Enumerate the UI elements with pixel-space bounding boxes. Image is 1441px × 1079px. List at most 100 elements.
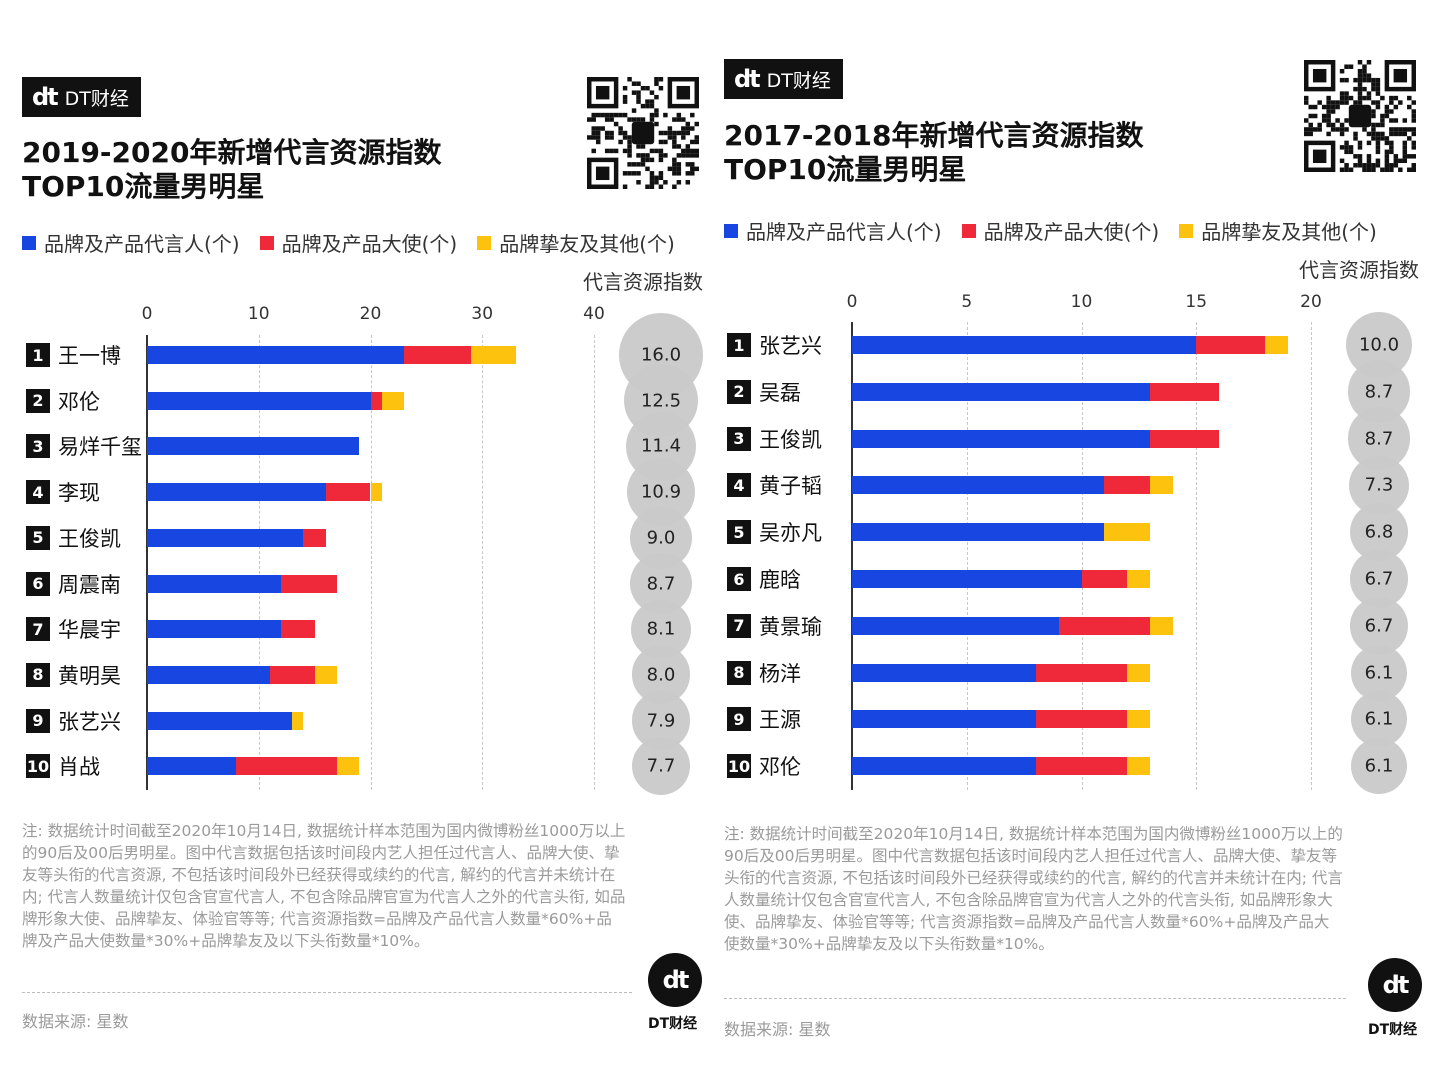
legend-label: 品牌及产品大使(个): [281, 232, 458, 256]
bar-segment-ambassador: [269, 665, 315, 684]
bar-segment-ambassador: [1035, 663, 1128, 682]
category-label: 6 鹿晗: [727, 565, 801, 593]
category-name: 华晨宇: [58, 618, 121, 643]
rank-badge: 10: [26, 754, 50, 779]
gridline: [482, 335, 484, 790]
footnote: 注: 数据统计时间截至2020年10月14日, 数据统计样本范围为国内微博粉丝1…: [724, 825, 1343, 953]
bar-segment-ambassador: [1150, 429, 1220, 448]
category-name: 黄子韬: [759, 474, 822, 499]
category-name: 肖战: [58, 755, 100, 780]
bar-segment-endorser: [147, 757, 237, 776]
footer-divider: [22, 992, 632, 993]
legend-swatch-red: [961, 223, 976, 238]
bar-segment-endorser: [852, 336, 1197, 354]
category-label: 6 周震南: [26, 570, 121, 598]
legend-item-ambassador: 品牌及产品大使(个): [259, 228, 458, 257]
data-source: 数据来源: 星数: [22, 1012, 129, 1031]
chart-title-line2: TOP10流量男明星: [724, 153, 967, 186]
bar-segment-ambassador: [1035, 710, 1128, 729]
y-axis-line: [146, 335, 148, 790]
rank-badge: 1: [727, 333, 751, 357]
category-name: 吴亦凡: [759, 521, 822, 546]
category-name: 黄明昊: [58, 663, 121, 688]
qr-code: [1304, 60, 1416, 172]
bar-segment-ambassador: [303, 528, 326, 547]
bar-segment-endorser: [147, 483, 326, 502]
data-source: 数据来源: 星数: [724, 1020, 831, 1039]
index-value: 9.0: [646, 527, 676, 549]
x-tick-label: 20: [1300, 292, 1322, 312]
index-bubble: [632, 737, 690, 796]
index-value: 11.4: [640, 435, 682, 457]
bar-segment-friend: [1127, 570, 1151, 588]
bar-segment-friend: [1150, 616, 1174, 635]
bar-segment-endorser: [852, 570, 1082, 588]
index-bubble: [1351, 644, 1407, 701]
legend-item-friend: 品牌挚友及其他(个): [1179, 216, 1377, 245]
bar-segment-friend: [1265, 336, 1289, 354]
index-value: 8.7: [646, 573, 676, 594]
legend-swatch-yellow: [1179, 223, 1194, 238]
footer-divider: [724, 998, 1346, 999]
bar-segment-ambassador: [1035, 757, 1128, 776]
x-tick-label: 10: [1070, 292, 1093, 312]
rank-badge: 2: [26, 388, 50, 413]
bar-segment-friend: [381, 391, 405, 410]
category-label: 1 张艺兴: [727, 331, 822, 359]
legend-swatch-blue: [22, 235, 36, 250]
rank-badge: 8: [727, 660, 751, 685]
category-label: 3 王俊凯: [727, 425, 822, 453]
rank-badge: 6: [727, 567, 751, 591]
x-tick-label: 0: [141, 304, 153, 324]
index-value: 7.7: [646, 755, 676, 777]
rank-badge: 4: [727, 473, 751, 498]
category-label: 3 易烊千玺: [26, 432, 142, 460]
legend-swatch-yellow: [477, 235, 492, 250]
chart-title-line1: 2019-2020年新增代言资源指数: [22, 136, 442, 169]
bar-segment-friend: [292, 711, 304, 730]
legend-label: 品牌及产品代言人(个): [44, 232, 240, 256]
category-label: 2 吴磊: [727, 378, 801, 406]
index-column-label: 代言资源指数: [583, 270, 703, 294]
index-value: 6.1: [1364, 755, 1394, 777]
x-tick-label: 30: [471, 304, 494, 324]
index-value: 6.8: [1364, 521, 1394, 543]
category-label: 5 吴亦凡: [727, 518, 822, 546]
legend-swatch-red: [259, 235, 274, 250]
rank-badge: 5: [26, 525, 50, 550]
rank-badge: 4: [26, 480, 50, 505]
x-tick-label: 40: [583, 304, 605, 324]
legend-item-endorser: 品牌及产品代言人(个): [22, 228, 240, 257]
x-tick-label: 5: [961, 292, 973, 312]
legend-item-endorser: 品牌及产品代言人(个): [724, 216, 942, 245]
bar-segment-ambassador: [325, 483, 371, 502]
dt-round-logo: dt: [1368, 958, 1422, 1012]
bar-segment-ambassador: [1196, 336, 1266, 354]
category-name: 王源: [759, 708, 801, 733]
bar-segment-endorser: [852, 476, 1105, 495]
legend-label: 品牌挚友及其他(个): [1201, 220, 1377, 244]
index-column-label: 代言资源指数: [1299, 258, 1419, 282]
rank-badge: 3: [727, 426, 751, 451]
rank-badge: 5: [727, 520, 751, 545]
x-tick-label: 20: [359, 304, 382, 324]
bar-segment-endorser: [147, 574, 282, 593]
bar-segment-endorser: [147, 665, 270, 684]
rank-badge: 8: [26, 662, 50, 687]
legend-label: 品牌挚友及其他(个): [499, 232, 675, 256]
brand-name: DT财经: [64, 87, 129, 110]
category-label: 2 邓伦: [26, 387, 100, 415]
bar-segment-endorser: [147, 346, 405, 364]
bar-segment-endorser: [147, 391, 371, 410]
index-value: 10.9: [640, 481, 682, 503]
bar-segment-endorser: [147, 528, 304, 547]
rank-badge: 9: [727, 707, 751, 732]
bar-segment-friend: [1127, 663, 1151, 682]
bar-segment-friend: [370, 483, 382, 502]
category-label: 7 黄景瑜: [727, 612, 822, 640]
gridline: [1196, 322, 1198, 790]
category-name: 李现: [58, 481, 100, 506]
index-value: 8.1: [646, 618, 676, 640]
category-name: 易烊千玺: [58, 435, 142, 460]
index-value: 10.0: [1358, 334, 1400, 356]
